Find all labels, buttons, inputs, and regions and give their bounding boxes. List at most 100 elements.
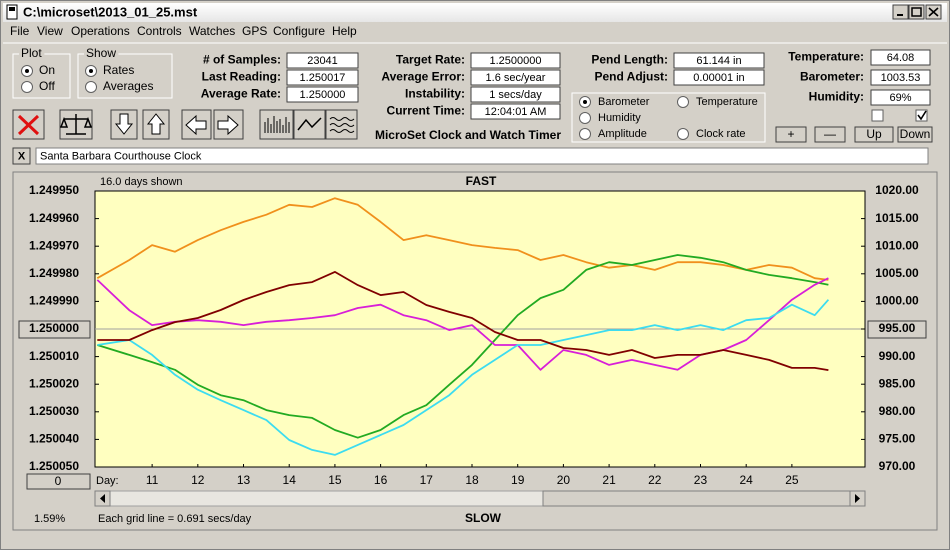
x-tick-label: 15	[328, 473, 342, 487]
radio-label: On	[39, 63, 55, 77]
radio-dot	[25, 69, 29, 73]
field-box[interactable]	[870, 89, 931, 106]
sensor-button[interactable]	[775, 126, 807, 143]
legend-entry[interactable]: Amplitude	[598, 128, 647, 140]
sensor-button-label: Down	[900, 127, 931, 141]
field-box[interactable]	[870, 49, 931, 66]
radio[interactable]	[21, 81, 33, 93]
menu-item[interactable]: Controls	[137, 24, 182, 38]
radio[interactable]	[677, 128, 689, 140]
field-value: 1.2500000	[490, 55, 542, 67]
sensor-group	[571, 92, 766, 143]
radio[interactable]	[579, 128, 591, 140]
sensor-button[interactable]	[854, 126, 894, 143]
check-mark	[917, 110, 927, 121]
up-glyph	[146, 113, 166, 135]
x-tick-label: 24	[740, 473, 754, 487]
radio-label: Averages	[103, 79, 153, 93]
window-title: C:\microset\2013_01_25.mst	[23, 4, 198, 19]
x-tick-label: 16	[374, 473, 388, 487]
field-box[interactable]	[673, 52, 765, 69]
center-rate-button[interactable]	[18, 320, 91, 339]
legend-entry[interactable]: Humidity	[598, 112, 641, 124]
field-value: 1.250017	[300, 72, 346, 84]
x-tick-label: 13	[237, 473, 251, 487]
x-tick-label: 12	[191, 473, 205, 487]
app-icon-detail	[9, 7, 15, 11]
checkbox[interactable]	[915, 109, 928, 122]
sensor-button[interactable]	[897, 126, 933, 143]
legend-entry[interactable]: Clock rate	[696, 128, 746, 140]
menu-item[interactable]: Watches	[189, 24, 235, 38]
field-value: 61.144 in	[696, 55, 741, 67]
sensor-button[interactable]	[814, 126, 846, 143]
legend-entry[interactable]: Temperature	[696, 96, 758, 108]
menu-item[interactable]: View	[37, 24, 63, 38]
field-label: Target Rate:	[396, 53, 465, 67]
menu-item[interactable]: Operations	[71, 24, 130, 38]
field-box[interactable]	[286, 86, 359, 103]
window-controls[interactable]	[892, 4, 942, 20]
field-box[interactable]	[470, 103, 561, 120]
field-value: 64.08	[887, 52, 915, 64]
x-tick-label: 11	[146, 473, 159, 487]
x-tick-label: 19	[511, 473, 525, 487]
y-tick-label: 1.250020	[29, 376, 79, 390]
clock-name-box[interactable]	[35, 147, 929, 165]
x-tick-label: 22	[648, 473, 662, 487]
y2-tick-label: 1010.00	[875, 238, 919, 252]
menu-item[interactable]: File	[10, 24, 30, 38]
scroll-thumb[interactable]	[542, 490, 851, 507]
field-box[interactable]	[470, 52, 561, 69]
field-value: 69%	[889, 92, 911, 104]
y2-tick-label: 985.00	[879, 376, 916, 390]
legend-entry[interactable]: Barometer	[598, 96, 650, 108]
field-box[interactable]	[673, 69, 765, 86]
group-label: Plot	[21, 46, 42, 60]
field-label: # of Samples:	[203, 53, 281, 67]
minimize-button[interactable]	[892, 4, 909, 20]
field-label: Pend Adjust:	[594, 70, 668, 84]
x-tick-label: 14	[283, 473, 297, 487]
y2-tick-label: 970.00	[879, 459, 916, 473]
radio[interactable]	[677, 96, 689, 108]
field-value: 1.6 sec/year	[486, 72, 546, 84]
y-tick-label: 1.250050	[29, 459, 79, 473]
toolbar	[12, 109, 358, 140]
menu-item[interactable]: Configure	[273, 24, 325, 38]
radio[interactable]	[85, 81, 97, 93]
group-label: Show	[86, 46, 116, 60]
field-box[interactable]	[286, 52, 359, 69]
field-value: 0.00001 in	[693, 72, 744, 84]
status: 1.59%	[34, 513, 65, 525]
field-box[interactable]	[470, 69, 561, 86]
x-tick-label: 21	[602, 473, 616, 487]
center-baro-button[interactable]	[867, 320, 927, 339]
field-box[interactable]	[286, 69, 359, 86]
radio[interactable]	[579, 112, 591, 124]
x-tick-label: 20	[557, 473, 571, 487]
close-glyph	[928, 7, 939, 17]
fast-label: FAST	[466, 174, 497, 188]
scroll-right-glyph	[855, 494, 860, 503]
sensor-button-label: Up	[866, 127, 882, 141]
menu-item[interactable]: Help	[332, 24, 357, 38]
right-glyph	[217, 114, 239, 136]
left-glyph	[185, 114, 207, 136]
field-box[interactable]	[470, 86, 561, 103]
checkbox[interactable]	[871, 109, 884, 122]
field-label: Barometer:	[800, 70, 864, 84]
clock-close-label: X	[18, 150, 26, 162]
wave-glyph	[297, 117, 322, 131]
clock-name: Santa Barbara Courthouse Clock	[40, 150, 202, 162]
field-label: Instability:	[405, 87, 465, 101]
field-box[interactable]	[870, 69, 931, 86]
field-label: Average Error:	[381, 70, 465, 84]
clock-close-button[interactable]	[12, 147, 31, 165]
y-tick-label: 1.249990	[29, 294, 79, 308]
maximize-glyph	[911, 7, 922, 17]
y-tick-label: 1.249970	[29, 238, 79, 252]
menu-item[interactable]: GPS	[242, 24, 267, 38]
scroll-left-glyph	[100, 494, 105, 503]
scroll-value-button[interactable]	[26, 473, 91, 490]
